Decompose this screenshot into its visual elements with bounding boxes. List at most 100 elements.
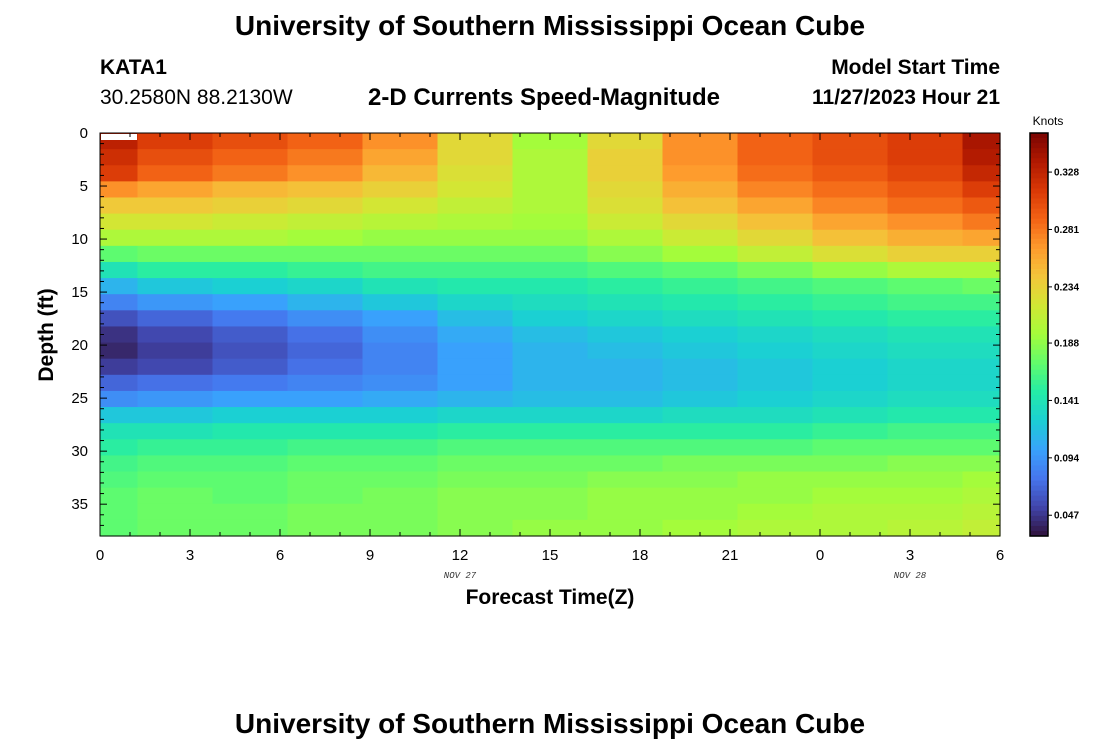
heatmap-cell bbox=[287, 439, 364, 456]
heatmap-cell bbox=[662, 294, 739, 311]
heatmap-cell bbox=[212, 310, 289, 328]
heatmap-cell bbox=[287, 213, 364, 231]
heatmap-cell bbox=[137, 197, 214, 215]
x-tick-label: 21 bbox=[722, 547, 739, 564]
heatmap-cell bbox=[100, 229, 139, 247]
colorbar-segment bbox=[1030, 294, 1048, 300]
colorbar-segment bbox=[1030, 243, 1048, 250]
x-tick-label: 6 bbox=[276, 547, 284, 564]
heatmap-cell bbox=[812, 390, 889, 408]
heatmap-cell bbox=[100, 165, 139, 182]
heatmap-cell bbox=[137, 374, 214, 392]
heatmap-cell bbox=[437, 487, 514, 505]
heatmap-cell bbox=[100, 439, 139, 456]
heatmap-cell bbox=[512, 310, 589, 328]
heatmap-cell bbox=[437, 294, 514, 311]
heatmap-cell bbox=[812, 439, 889, 456]
heatmap-cell bbox=[587, 439, 664, 456]
y-tick-label: 15 bbox=[71, 284, 88, 301]
heatmap-cell bbox=[737, 213, 814, 231]
colorbar-segment bbox=[1030, 148, 1048, 154]
heatmap-cell bbox=[962, 487, 1001, 505]
heatmap-cell bbox=[512, 471, 589, 489]
model-start-value: 11/27/2023 Hour 21 bbox=[812, 86, 1000, 109]
heatmap-cell bbox=[437, 326, 514, 344]
x-date-label: NOV 28 bbox=[894, 571, 927, 581]
heatmap-cell bbox=[212, 261, 289, 279]
heatmap-cell bbox=[437, 342, 514, 360]
colorbar-tick-label: 0.188 bbox=[1054, 339, 1079, 350]
heatmap-cell bbox=[662, 229, 739, 247]
heatmap-cell bbox=[100, 245, 139, 263]
colorbar-segment bbox=[1030, 364, 1048, 371]
colorbar-segment bbox=[1030, 525, 1048, 532]
heatmap-cell bbox=[587, 407, 664, 424]
x-tick-label: 12 bbox=[452, 547, 469, 564]
heatmap-cell bbox=[587, 358, 664, 376]
heatmap-cell bbox=[362, 165, 439, 182]
colorbar-segment bbox=[1030, 183, 1048, 190]
heatmap-cell bbox=[512, 149, 589, 166]
heatmap-cell bbox=[212, 181, 289, 199]
heatmap-cell bbox=[887, 439, 964, 456]
colorbar-segment bbox=[1030, 309, 1048, 315]
colorbar-segment bbox=[1030, 500, 1048, 507]
heatmap-cell bbox=[362, 149, 439, 166]
colorbar-tick-label: 0.094 bbox=[1054, 453, 1079, 464]
heatmap-cell bbox=[512, 503, 589, 521]
heatmap-cell bbox=[587, 310, 664, 328]
colorbar-segment bbox=[1030, 460, 1048, 467]
heatmap-cell bbox=[137, 342, 214, 360]
colorbar-segment bbox=[1030, 480, 1048, 487]
heatmap-cell bbox=[287, 181, 364, 199]
heatmap-cell bbox=[812, 165, 889, 182]
heatmap-cell bbox=[137, 503, 214, 521]
heatmap-cell bbox=[887, 133, 964, 150]
heatmap-cell bbox=[100, 294, 139, 311]
heatmap-cell bbox=[362, 229, 439, 247]
x-tick-label: 0 bbox=[96, 547, 104, 564]
x-tick-label: 9 bbox=[366, 547, 374, 564]
heatmap-cell bbox=[962, 310, 1001, 328]
heatmap-cell bbox=[137, 423, 214, 440]
heatmap-cell bbox=[737, 390, 814, 408]
colorbar-segment bbox=[1030, 344, 1048, 351]
heatmap-cell bbox=[512, 294, 589, 311]
heatmap-cell bbox=[662, 390, 739, 408]
heatmap-cell bbox=[100, 197, 139, 215]
heatmap-cell bbox=[962, 439, 1001, 456]
heatmap-cell bbox=[362, 487, 439, 505]
heatmap-cell bbox=[287, 423, 364, 440]
heatmap-cell bbox=[662, 471, 739, 489]
y-tick-label: 30 bbox=[71, 443, 88, 460]
heatmap-cell bbox=[962, 326, 1001, 344]
heatmap-cell bbox=[962, 181, 1001, 199]
colorbar-segment bbox=[1030, 339, 1048, 346]
heatmap-cell bbox=[737, 407, 814, 424]
heatmap-cell bbox=[212, 133, 289, 150]
colorbar-segment bbox=[1030, 198, 1048, 205]
heatmap-cell bbox=[212, 455, 289, 473]
heatmap-cell bbox=[362, 197, 439, 215]
heatmap-cell bbox=[887, 487, 964, 505]
heatmap-cell bbox=[587, 149, 664, 166]
heatmap-cell bbox=[662, 310, 739, 328]
heatmap-cell bbox=[512, 390, 589, 408]
heatmap-cell bbox=[362, 471, 439, 489]
heatmap-cell bbox=[887, 229, 964, 247]
heatmap-cell bbox=[362, 294, 439, 311]
colorbar-segment bbox=[1030, 389, 1048, 396]
heatmap-cell bbox=[212, 213, 289, 231]
heatmap-cell bbox=[137, 294, 214, 311]
y-tick-label: 5 bbox=[80, 178, 88, 195]
heatmap-cell bbox=[662, 261, 739, 279]
colorbar-segment bbox=[1030, 163, 1048, 169]
heatmap-cell bbox=[287, 197, 364, 215]
heatmap-cell bbox=[137, 487, 214, 505]
heatmap-cell bbox=[812, 197, 889, 215]
colorbar-segment bbox=[1030, 258, 1048, 265]
heatmap-cell bbox=[737, 165, 814, 182]
y-axis-title: Depth (ft) bbox=[35, 288, 58, 381]
colorbar-segment bbox=[1030, 394, 1048, 401]
heatmap-cell bbox=[100, 342, 139, 360]
